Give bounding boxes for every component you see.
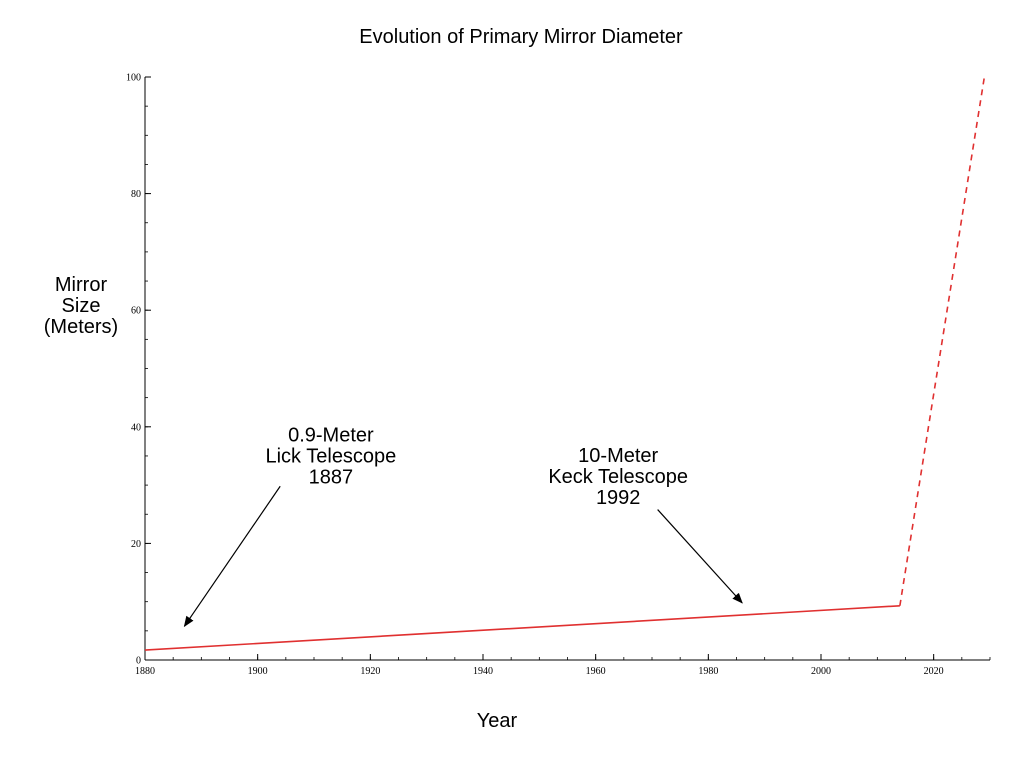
y-axis-label-line-2: Size: [62, 295, 101, 317]
annotation-arrow: [657, 509, 743, 604]
y-axis-label: Mirror Size (Meters): [44, 274, 118, 338]
annotation-text-line: 1992: [596, 487, 641, 509]
x-tick-label: 1880: [135, 666, 155, 677]
annotation-text-line: Lick Telescope: [265, 445, 396, 467]
x-tick-label: 1920: [360, 666, 380, 677]
annotation-text-line: 0.9-Meter: [288, 424, 374, 446]
y-tick-label: 20: [131, 539, 141, 550]
annotation-text-line: 1887: [309, 466, 354, 488]
annotation-arrow: [183, 485, 281, 628]
y-tick-label: 100: [126, 73, 141, 84]
chart-title: Evolution of Primary Mirror Diameter: [359, 26, 683, 48]
annotation-text-line: 10-Meter: [578, 445, 658, 467]
x-tick-label: 2020: [924, 666, 944, 677]
series-group: [144, 76, 986, 651]
x-tick-label: 2000: [811, 666, 831, 677]
historical-series-line: [144, 604, 900, 651]
y-tick-label: 40: [131, 422, 141, 433]
x-axis-label: Year: [477, 710, 518, 732]
projection-series-line: [899, 76, 986, 606]
y-tick-label: 60: [131, 306, 141, 317]
annotation-text-line: Keck Telescope: [548, 466, 688, 488]
y-axis-label-line-1: Mirror: [55, 274, 108, 296]
y-axis-label-line-3: (Meters): [44, 316, 118, 338]
x-tick-label: 1940: [473, 666, 493, 677]
axes: 1880 1900 1920 1940 1960 1980 2000 2020 0 20 40 60 8…: [126, 73, 991, 677]
x-tick-label: 1900: [248, 666, 268, 677]
y-tick-label: 80: [131, 189, 141, 200]
x-tick-label: 1980: [698, 666, 718, 677]
x-tick-label: 1960: [586, 666, 606, 677]
y-tick-label: 0: [136, 656, 141, 667]
